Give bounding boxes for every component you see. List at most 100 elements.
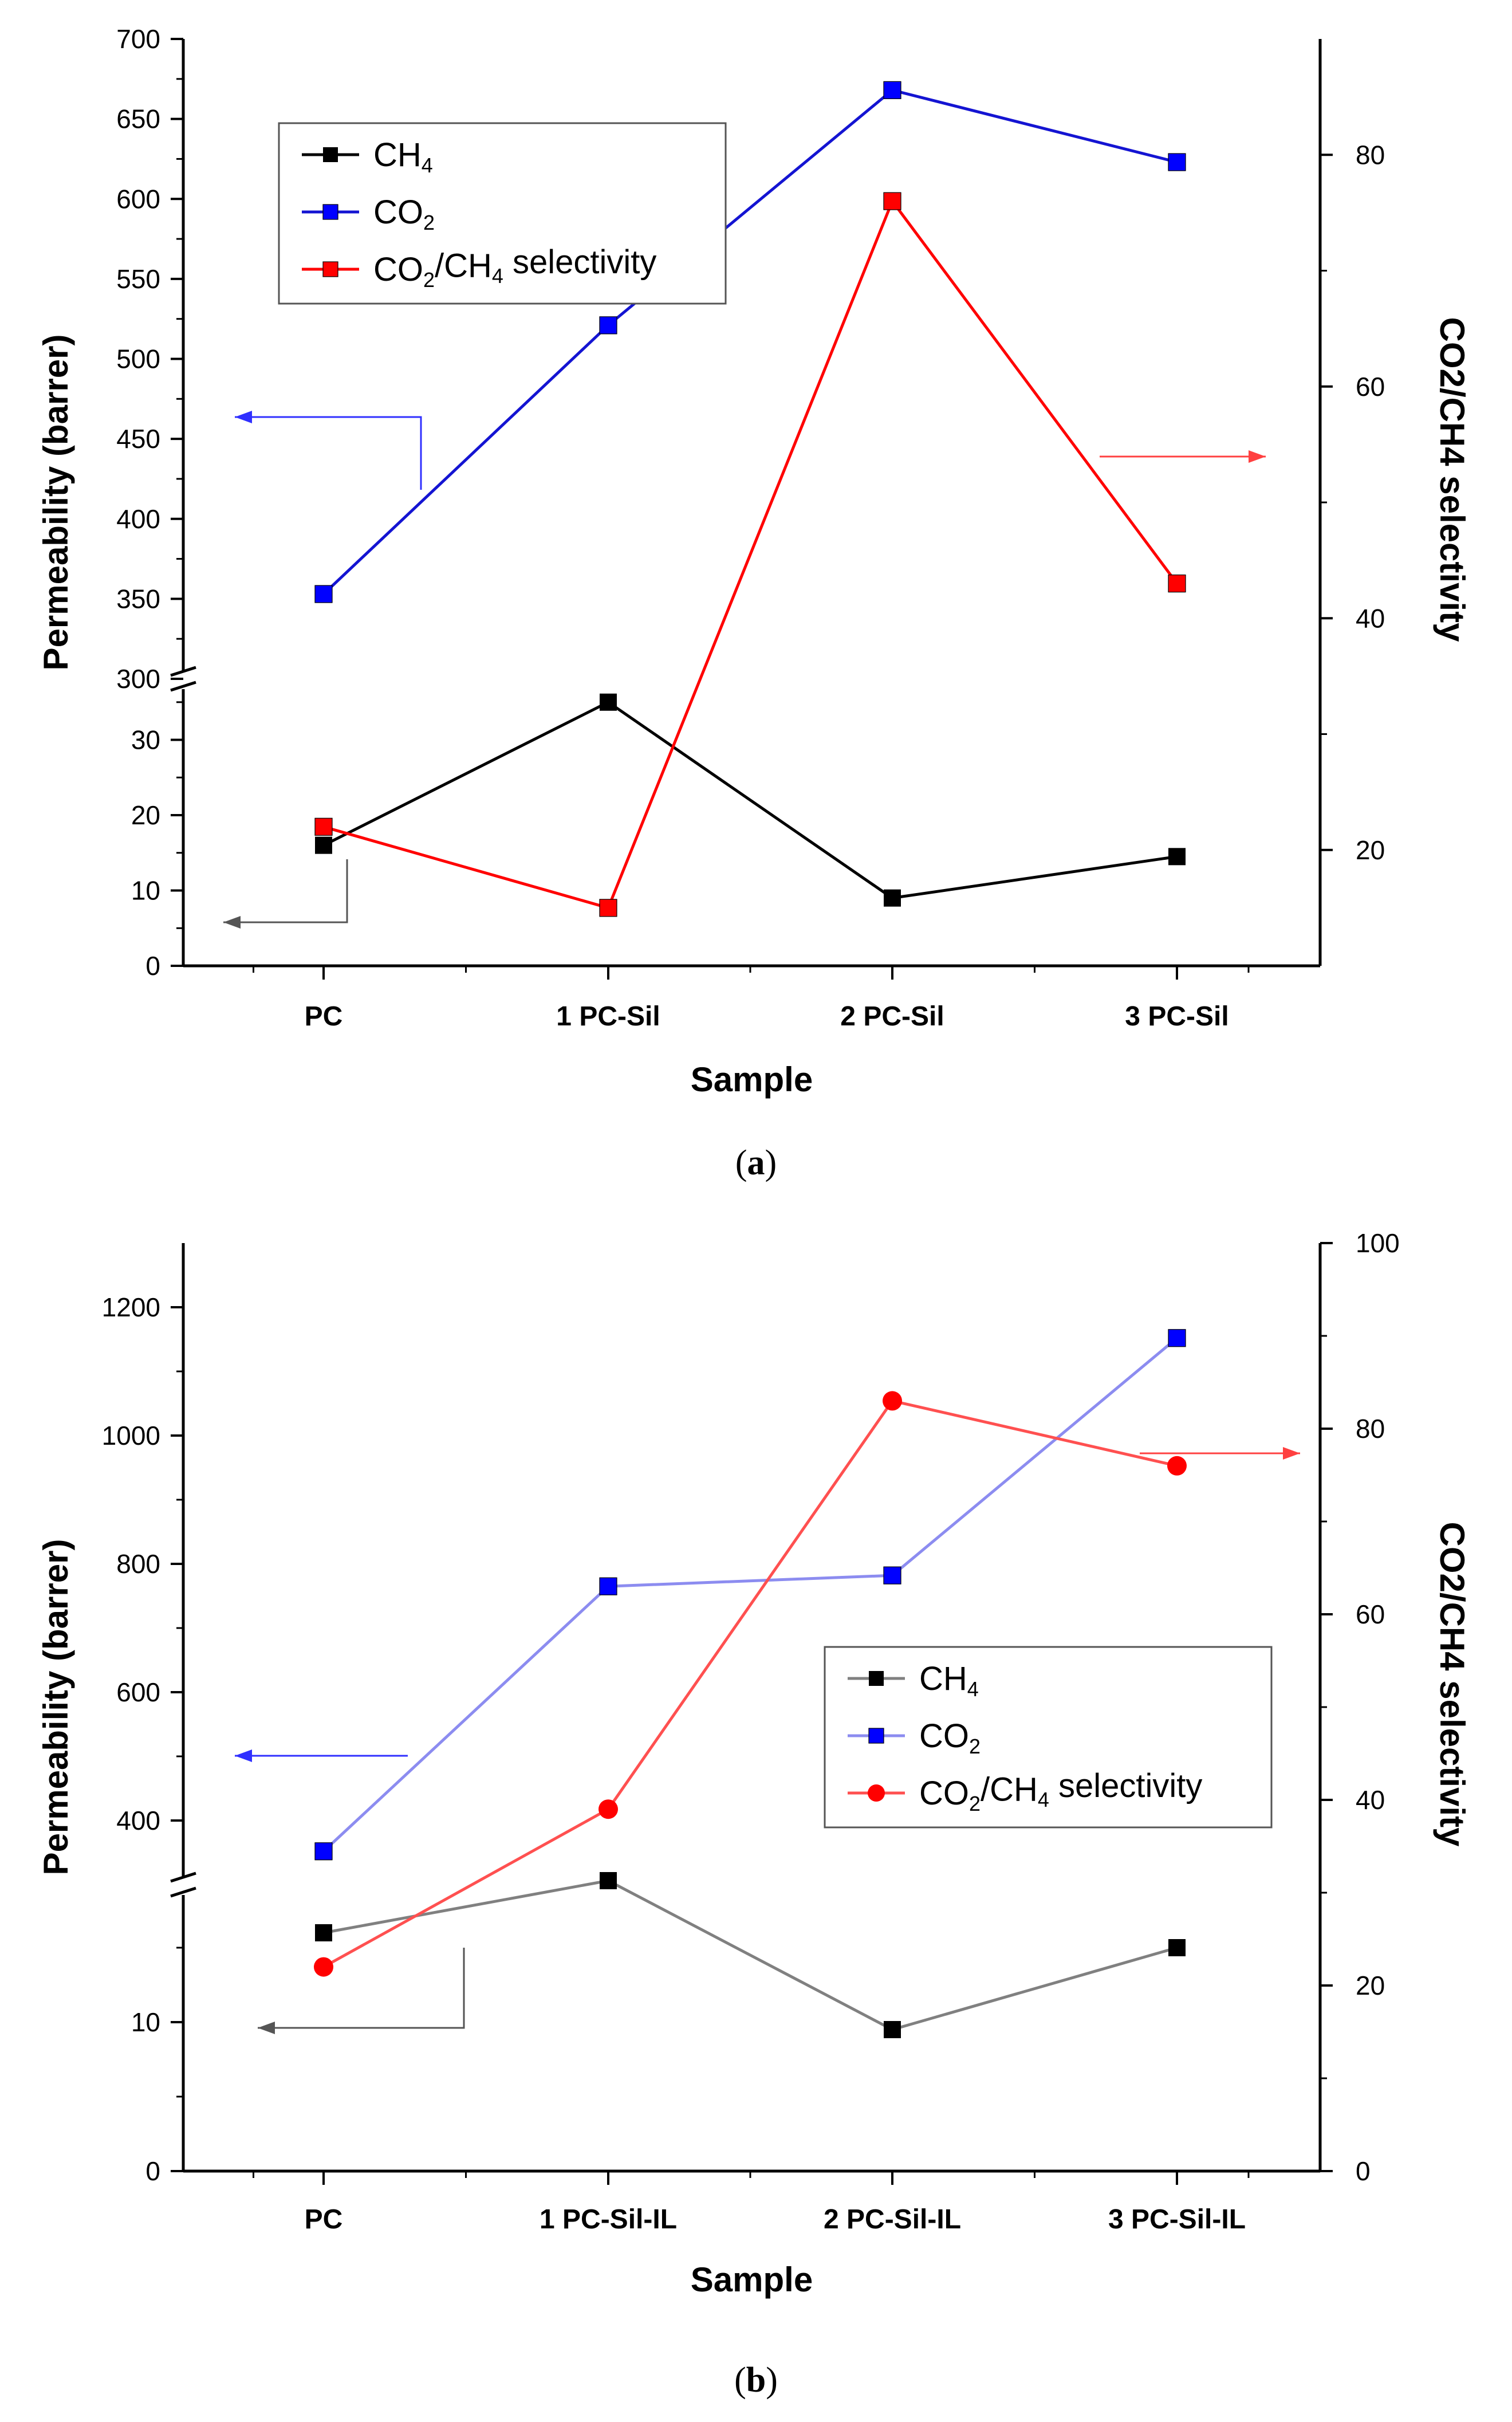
- series-line-ch4: [322, 700, 1178, 900]
- x-tick-label: PC: [305, 1001, 343, 1032]
- panel-caption: (b): [734, 2361, 778, 2400]
- y-tick-label: 550: [116, 264, 160, 294]
- caption-part: ): [765, 1143, 777, 1182]
- y-tick-label: 20: [131, 800, 160, 830]
- text-part: 4: [1038, 1788, 1049, 1811]
- y-right-tick-label: 80: [1356, 140, 1385, 170]
- text-part: CO: [919, 1775, 969, 1812]
- y-right-tick-label: 100: [1356, 1228, 1400, 1258]
- y-tick-label: 10: [131, 2007, 160, 2037]
- caption-part: a: [747, 1143, 765, 1182]
- data-point-co2: [883, 81, 901, 99]
- data-point-co2: [883, 1566, 901, 1584]
- axis-guide-arrow: [258, 1948, 465, 2029]
- y-tick-label: 1000: [102, 1421, 160, 1450]
- data-point-ch4: [1168, 1939, 1186, 1956]
- x-tick-label: 1 PC-Sil-IL: [540, 2204, 677, 2235]
- data-point-co2: [314, 585, 333, 603]
- data-point-sel: [598, 1799, 618, 1819]
- text-part: 2: [423, 211, 435, 234]
- x-tick-label: PC: [305, 2204, 343, 2235]
- axis-guide-arrow: [235, 416, 422, 490]
- legend-label: CO2/CH4 selectivity: [919, 1767, 1202, 1815]
- y-right-axis-label: CO2/CH4 selectivity: [1433, 317, 1471, 643]
- legend-label: CH4: [373, 136, 433, 177]
- x-axis-label: Sample: [691, 1060, 813, 1099]
- axis-guide-arrow: [223, 859, 348, 923]
- arrow-head: [223, 916, 241, 929]
- y-right-tick-label: 40: [1356, 1785, 1385, 1815]
- y-right-tick-label: 40: [1356, 603, 1385, 633]
- x-tick-label: 2 PC-Sil: [840, 1001, 944, 1032]
- x-tick-label: 2 PC-Sil-IL: [824, 2204, 961, 2235]
- text-part: 2: [969, 1735, 981, 1758]
- text-part: CO: [373, 251, 423, 288]
- arrow-head: [1249, 450, 1266, 463]
- y-tick-label: 500: [116, 344, 160, 374]
- data-point-sel: [314, 1957, 333, 1977]
- legend-marker: [323, 147, 338, 162]
- data-point-sel: [883, 192, 901, 210]
- data-point-ch4: [315, 1924, 332, 1941]
- data-point-sel: [1167, 1456, 1187, 1476]
- x-tick-label: 3 PC-Sil-IL: [1108, 2204, 1246, 2235]
- text-part: selectivity: [1049, 1767, 1203, 1804]
- data-point-co2: [1168, 1329, 1186, 1347]
- text-part: selectivity: [503, 243, 657, 281]
- y-tick-label: 300: [116, 664, 160, 694]
- y-tick-label: 400: [116, 504, 160, 534]
- caption-part: (: [734, 2361, 746, 2400]
- data-point-ch4: [1168, 848, 1186, 866]
- legend-marker: [868, 1784, 885, 1802]
- series-line-sel: [322, 1399, 1178, 1968]
- data-point-ch4: [600, 1872, 617, 1889]
- y-tick-label: 800: [116, 1549, 160, 1579]
- y-right-tick-label: 0: [1356, 2156, 1371, 2186]
- text-part: 2: [423, 268, 435, 292]
- y-tick-label: 30: [131, 725, 160, 755]
- x-axis-label: Sample: [691, 2260, 813, 2299]
- y-tick-label: 0: [145, 951, 160, 981]
- panel-caption: (a): [735, 1143, 777, 1182]
- arrow-head: [1283, 1447, 1300, 1460]
- text-part: /CH: [981, 1771, 1038, 1808]
- data-point-sel: [1168, 574, 1186, 593]
- x-tick-label: 1 PC-Sil: [556, 1001, 660, 1032]
- text-part: CH: [373, 136, 422, 174]
- data-point-ch4: [884, 889, 901, 907]
- series-line-co2: [322, 1336, 1178, 1853]
- text-part: CO: [919, 1717, 969, 1755]
- y-right-tick-label: 80: [1356, 1414, 1385, 1444]
- text-part: 4: [492, 264, 503, 288]
- legend-label: CO2: [919, 1717, 981, 1758]
- caption-part: ): [766, 2361, 778, 2400]
- legend-marker: [869, 1671, 884, 1686]
- axis-break-mark: [170, 1886, 196, 1898]
- legend-label: CO2/CH4 selectivity: [373, 243, 656, 292]
- data-point-co2: [599, 1577, 617, 1595]
- y-tick-label: 10: [131, 876, 160, 906]
- y-tick-label: 600: [116, 1677, 160, 1707]
- data-point-ch4: [315, 836, 332, 854]
- caption-part: b: [746, 2361, 766, 2400]
- text-part: CO: [373, 194, 423, 231]
- y-tick-label: 600: [116, 184, 160, 214]
- chart-panel-a: 300 350 400 450 500 550 600 650 700 0 10 20 30 20 40 60…: [37, 24, 1471, 1182]
- y-right-tick-label: 60: [1356, 372, 1385, 402]
- legend-marker: [322, 261, 338, 277]
- y-tick-label: 650: [116, 104, 160, 134]
- data-point-co2: [1168, 153, 1186, 171]
- axis-break-mark: [170, 666, 196, 677]
- text-part: 4: [422, 154, 433, 177]
- x-tick-label: 3 PC-Sil: [1125, 1001, 1228, 1032]
- data-point-sel: [883, 1391, 902, 1411]
- data-point-co2: [314, 1842, 333, 1861]
- axis-break-mark: [170, 1871, 196, 1883]
- text-part: 4: [967, 1677, 979, 1701]
- text-part: /CH: [435, 247, 492, 284]
- y-tick-label: 0: [145, 2156, 160, 2186]
